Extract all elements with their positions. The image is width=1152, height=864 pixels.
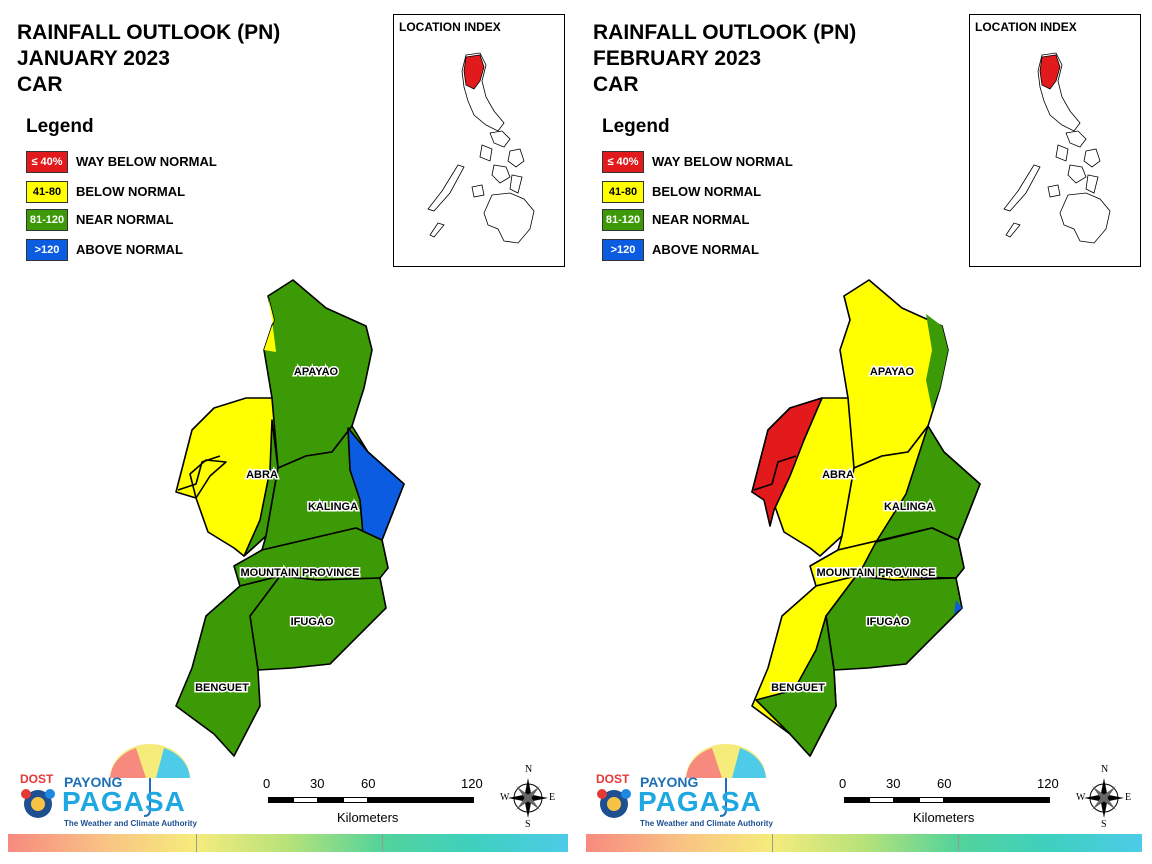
compass-e: E — [1125, 792, 1132, 803]
compass-n: N — [525, 764, 533, 775]
compass-s: S — [1101, 819, 1107, 830]
legend-swatch: 41-80 — [602, 181, 644, 203]
title-line-2: FEBRUARY 2023 — [593, 47, 762, 70]
title-line-3: CAR — [17, 73, 63, 96]
legend-label: WAY BELOW NORMAL — [652, 154, 793, 169]
logo-payong: PAYONG — [64, 774, 123, 790]
scale-bar: 0 30 60 120 Kilometers — [838, 776, 1068, 826]
map-title: RAINFALL OUTLOOK (PN) JANUARY 2023 CAR — [17, 20, 280, 98]
logo-tagline: The Weather and Climate Authority — [640, 819, 773, 828]
label-mountain-province: MOUNTAIN PROVINCE — [817, 567, 936, 579]
label-abra: ABRA — [246, 469, 278, 481]
legend-swatch: 81-120 — [26, 209, 68, 231]
label-benguet: BENGUET — [195, 682, 249, 694]
legend-swatch: >120 — [602, 239, 644, 261]
compass-s: S — [525, 819, 531, 830]
legend-label: BELOW NORMAL — [76, 184, 186, 199]
car-province-map: APAYAO ABRA KALINGA MOUNTAIN PROVINCE IF… — [175, 279, 405, 757]
label-kalinga: KALINGA — [884, 501, 934, 513]
legend-label: NEAR NORMAL — [652, 212, 750, 227]
legend-swatch: 81-120 — [602, 209, 644, 231]
label-mountain-province: MOUNTAIN PROVINCE — [241, 567, 360, 579]
logo-pagasa: PAGASA — [638, 786, 762, 817]
logo-dost: DOST — [596, 772, 630, 786]
compass-w: W — [1076, 792, 1086, 803]
pagasa-logo: DOST PAYONG PAGASA The Weather and Clima… — [16, 740, 197, 832]
title-line-2: JANUARY 2023 — [17, 47, 170, 70]
legend-swatch: ≤ 40% — [602, 151, 644, 173]
scale-tick: 30 — [886, 776, 901, 791]
payong-umbrella-icon — [21, 744, 190, 818]
legend-label: NEAR NORMAL — [76, 212, 174, 227]
scale-tick: 120 — [1037, 776, 1059, 791]
title-line-1: RAINFALL OUTLOOK (PN) — [17, 21, 281, 44]
legend-swatch: ≤ 40% — [26, 151, 68, 173]
footer-gradient-bar — [8, 834, 568, 852]
legend-label: ABOVE NORMAL — [76, 242, 183, 257]
payong-umbrella-icon — [597, 744, 766, 818]
label-abra: ABRA — [822, 469, 854, 481]
scale-caption: Kilometers — [337, 810, 399, 825]
location-index-title: LOCATION INDEX — [399, 20, 501, 34]
label-kalinga: KALINGA — [308, 501, 358, 513]
compass-rose-icon: N S E W — [500, 764, 556, 830]
label-benguet: BENGUET — [771, 682, 825, 694]
logo-pagasa: PAGASA — [62, 786, 186, 817]
title-line-3: CAR — [593, 73, 639, 96]
location-index-title: LOCATION INDEX — [975, 20, 1077, 34]
province-benguet — [175, 575, 281, 757]
legend-label: ABOVE NORMAL — [652, 242, 759, 257]
scale-tick: 0 — [263, 776, 271, 791]
scale-bar: 0 30 60 120 Kilometers — [262, 776, 492, 826]
philippines-outline-icon — [427, 52, 535, 244]
logo-payong: PAYONG — [640, 774, 699, 790]
footer-gradient-bar — [586, 834, 1142, 852]
compass-rose-icon: N S E W — [1076, 764, 1132, 830]
label-apayao: APAYAO — [294, 366, 339, 378]
scale-tick: 30 — [310, 776, 325, 791]
map-title: RAINFALL OUTLOOK (PN) FEBRUARY 2023 CAR — [593, 20, 856, 98]
compass-n: N — [1101, 764, 1109, 775]
title-line-1: RAINFALL OUTLOOK (PN) — [593, 21, 857, 44]
legend-title: Legend — [602, 116, 670, 137]
legend-title: Legend — [26, 116, 94, 137]
philippines-outline-icon — [1003, 52, 1111, 244]
label-ifugao: IFUGAO — [291, 616, 334, 628]
scale-caption: Kilometers — [913, 810, 975, 825]
legend-label: BELOW NORMAL — [652, 184, 762, 199]
car-province-map: APAYAO ABRA KALINGA MOUNTAIN PROVINCE IF… — [751, 279, 981, 757]
compass-w: W — [500, 792, 510, 803]
label-apayao: APAYAO — [870, 366, 915, 378]
scale-tick: 120 — [461, 776, 483, 791]
legend-swatch: 41-80 — [26, 181, 68, 203]
logo-dost: DOST — [20, 772, 54, 786]
logo-tagline: The Weather and Climate Authority — [64, 819, 197, 828]
outlook-panel-january: RAINFALL OUTLOOK (PN) JANUARY 2023 CAR L… — [8, 14, 568, 852]
scale-tick: 0 — [839, 776, 847, 791]
location-index-map: LOCATION INDEX — [969, 14, 1141, 267]
compass-e: E — [549, 792, 556, 803]
outlook-panel-february: RAINFALL OUTLOOK (PN) FEBRUARY 2023 CAR … — [576, 0, 1152, 864]
scale-tick: 60 — [361, 776, 376, 791]
pagasa-logo: DOST PAYONG PAGASA The Weather and Clima… — [592, 740, 773, 832]
location-index-map: LOCATION INDEX — [393, 14, 565, 267]
legend-label: WAY BELOW NORMAL — [76, 154, 217, 169]
legend-swatch: >120 — [26, 239, 68, 261]
label-ifugao: IFUGAO — [867, 616, 910, 628]
scale-tick: 60 — [937, 776, 952, 791]
